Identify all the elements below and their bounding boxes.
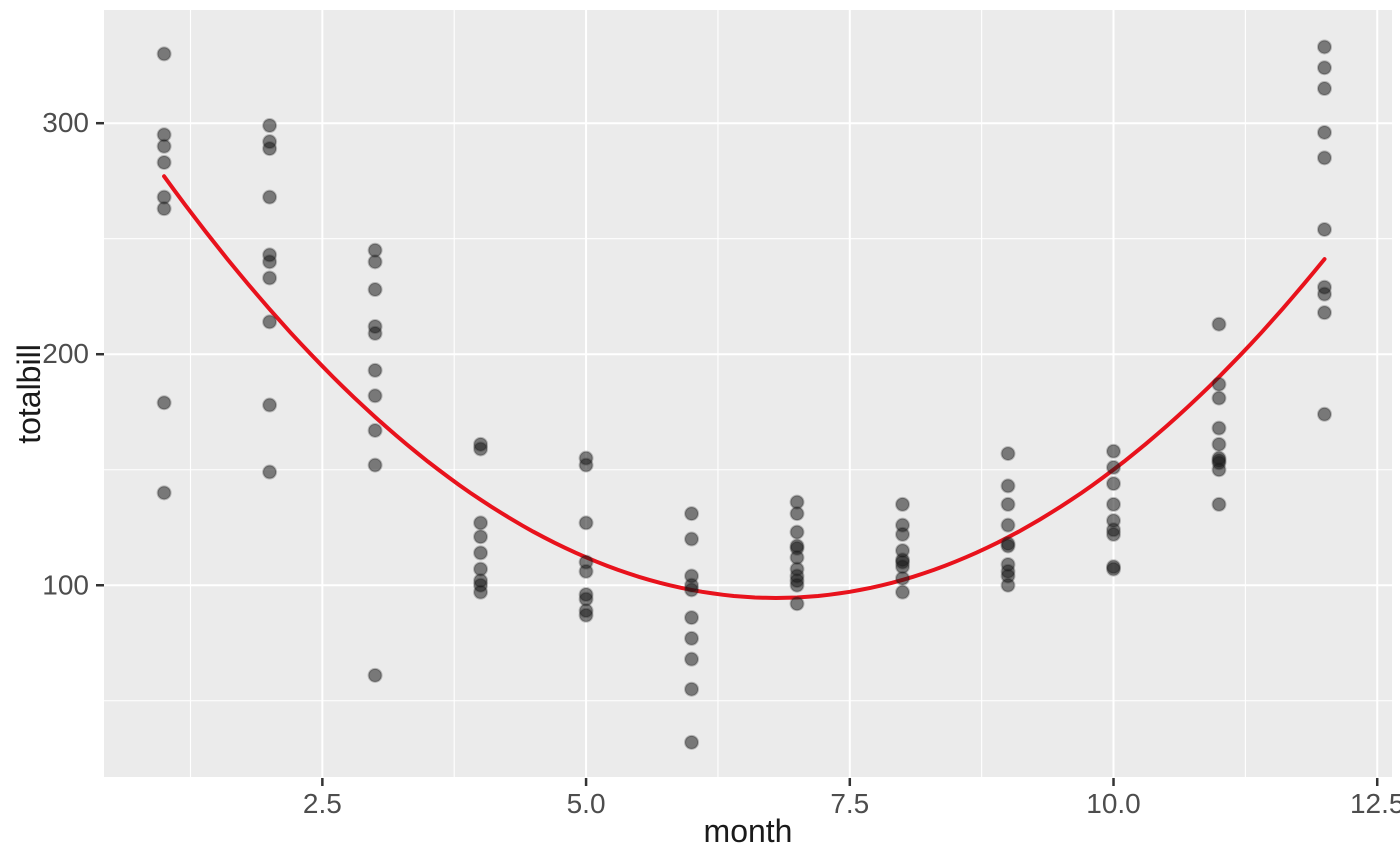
y-tick-label: 300 (42, 107, 89, 138)
y-axis-title: totalbill (11, 344, 47, 444)
axis-layer: 2.5 5.0 7.5 10.0 12.5 100 200 300 (42, 107, 1400, 819)
data-point (789, 577, 805, 593)
data-point (1211, 436, 1227, 452)
data-point (1316, 406, 1332, 422)
data-point (1000, 478, 1016, 494)
x-tick-label: 10.0 (1086, 788, 1141, 819)
data-point (156, 395, 172, 411)
data-point (1316, 39, 1332, 55)
y-tick-label: 200 (42, 338, 89, 369)
x-tick-label: 2.5 (303, 788, 342, 819)
data-point (156, 46, 172, 62)
data-point (1211, 496, 1227, 512)
data-point (473, 441, 489, 457)
gridline-layer (104, 10, 1392, 777)
data-point (895, 584, 911, 600)
data-point (1000, 538, 1016, 554)
data-point (1316, 221, 1332, 237)
data-point (1211, 376, 1227, 392)
data-point (473, 545, 489, 561)
regression-curve (162, 174, 1327, 601)
data-point (1211, 316, 1227, 332)
data-point (1211, 420, 1227, 436)
data-point (1316, 81, 1332, 97)
data-point (473, 515, 489, 531)
data-point (1316, 305, 1332, 321)
data-point (684, 582, 700, 598)
data-point (367, 282, 383, 298)
data-point (578, 563, 594, 579)
data-point (1316, 286, 1332, 302)
data-point (1106, 561, 1122, 577)
x-tick-label: 5.0 (567, 788, 606, 819)
data-point (473, 529, 489, 545)
data-point (367, 422, 383, 438)
data-point (1316, 150, 1332, 166)
data-point (1106, 496, 1122, 512)
data-point (262, 314, 278, 330)
data-point (1000, 446, 1016, 462)
data-point (1106, 476, 1122, 492)
data-point (367, 457, 383, 473)
data-point (578, 515, 594, 531)
data-point (789, 506, 805, 522)
y-tick-label: 100 (42, 569, 89, 600)
data-point (1211, 462, 1227, 478)
data-point (1000, 496, 1016, 512)
data-point (262, 118, 278, 134)
data-point (1316, 124, 1332, 140)
x-tick-label: 12.5 (1350, 788, 1400, 819)
plot-panel-background (104, 10, 1392, 777)
data-point (262, 397, 278, 413)
data-point (262, 189, 278, 205)
data-point (262, 464, 278, 480)
data-point (1000, 517, 1016, 533)
data-point (156, 154, 172, 170)
data-point (1316, 60, 1332, 76)
data-point (156, 138, 172, 154)
data-point (262, 141, 278, 157)
data-point (367, 667, 383, 683)
data-point (156, 201, 172, 217)
data-point (684, 610, 700, 626)
data-point (262, 254, 278, 270)
data-point (789, 524, 805, 540)
data-point (684, 734, 700, 750)
data-point (895, 496, 911, 512)
data-point (684, 651, 700, 667)
data-point (684, 506, 700, 522)
data-point (895, 570, 911, 586)
data-point (578, 607, 594, 623)
data-point (367, 325, 383, 341)
data-point (895, 526, 911, 542)
data-point (789, 596, 805, 612)
smooth-curve-layer (162, 174, 1327, 601)
data-point (156, 485, 172, 501)
data-point (684, 681, 700, 697)
data-point (367, 254, 383, 270)
data-point (578, 457, 594, 473)
x-axis-title: month (704, 813, 793, 849)
data-point (262, 270, 278, 286)
data-point (473, 584, 489, 600)
data-point (1211, 390, 1227, 406)
data-point (684, 630, 700, 646)
data-point (1000, 577, 1016, 593)
data-point (367, 388, 383, 404)
data-point (367, 362, 383, 378)
data-point (1106, 443, 1122, 459)
data-points-layer (156, 39, 1332, 750)
data-point (684, 531, 700, 547)
data-point (1106, 526, 1122, 542)
data-point (1106, 459, 1122, 475)
x-tick-label: 7.5 (830, 788, 869, 819)
panel-layer (104, 10, 1392, 777)
